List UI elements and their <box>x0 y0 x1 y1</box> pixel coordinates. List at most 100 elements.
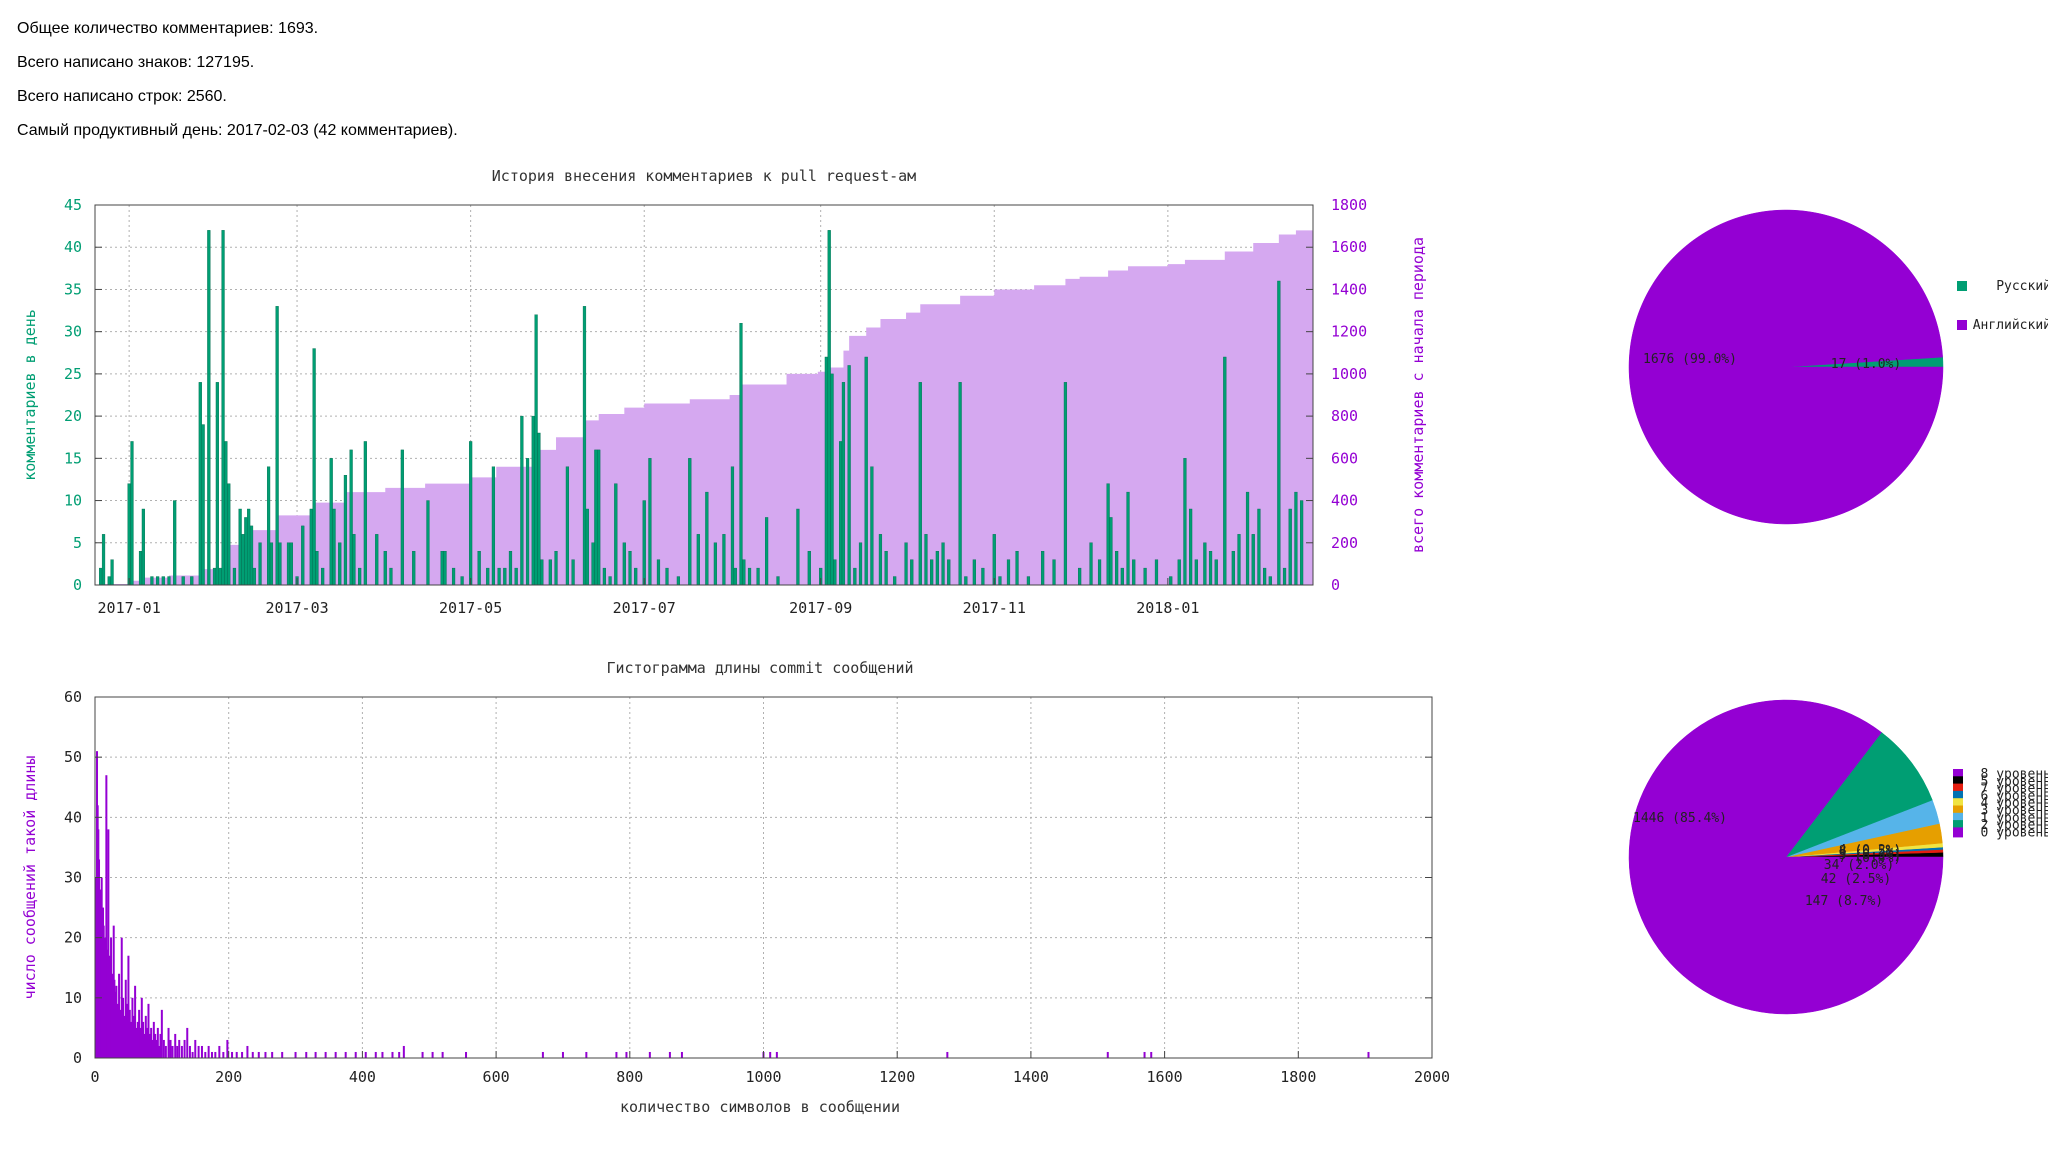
hist-bar <box>305 1051 308 1058</box>
hist-bar <box>122 997 125 1058</box>
daily-bar <box>440 551 444 586</box>
hist-bar <box>116 1003 119 1058</box>
hist-bar <box>154 1033 157 1058</box>
chart1-xtick-label: 2017-07 <box>613 599 676 617</box>
chart2-xlabel: количество символов в сообщении <box>620 1098 900 1116</box>
daily-bar <box>1231 551 1235 586</box>
hist-bar <box>281 1051 284 1058</box>
daily-bar <box>594 449 598 586</box>
daily-bar <box>1237 534 1241 586</box>
chart1-ytick-label: 20 <box>64 407 82 425</box>
daily-bar <box>765 517 769 586</box>
pie-slice-label: 8 (0.5%) <box>1839 844 1902 859</box>
daily-bar <box>827 230 831 586</box>
daily-bar <box>742 559 746 586</box>
hist-bar <box>132 1015 135 1058</box>
daily-bar <box>167 576 171 586</box>
hist-bar <box>128 1009 131 1058</box>
hist-bar <box>183 1039 186 1058</box>
daily-bar <box>824 356 828 586</box>
legend-swatch <box>1953 776 1963 787</box>
daily-bar <box>676 576 680 586</box>
daily-bar <box>161 576 165 586</box>
hist-bar <box>680 1051 683 1058</box>
hist-bar <box>186 1027 189 1058</box>
hist-bar <box>648 1051 651 1058</box>
hist-bar <box>1367 1051 1370 1058</box>
daily-bar <box>1208 551 1213 586</box>
legend-label: 4 уровень <box>1981 796 2048 811</box>
daily-bar <box>1154 559 1159 586</box>
daily-bar <box>315 551 319 586</box>
hist-bar <box>174 1033 177 1058</box>
hist-bar <box>119 1009 122 1058</box>
chart1-xtick-label: 2017-05 <box>439 599 502 617</box>
hist-bar <box>381 1051 384 1058</box>
daily-bar <box>486 567 490 586</box>
daily-bar <box>1277 280 1281 586</box>
daily-bar <box>212 567 217 586</box>
pie-slice-label: 7 (0.4%) <box>1839 851 1902 866</box>
hist-bar <box>194 1039 197 1058</box>
chart2-xtick-label: 1400 <box>1013 1068 1049 1086</box>
chart1-ytick-label: 10 <box>64 492 82 510</box>
daily-bar <box>893 576 897 586</box>
daily-bar <box>648 458 652 586</box>
daily-bar <box>1097 559 1102 586</box>
daily-bar <box>1189 508 1193 586</box>
daily-bar <box>352 534 356 586</box>
hist-bar <box>769 1051 772 1058</box>
chart1-ytick-label: 5 <box>73 534 82 552</box>
hist-bar <box>114 991 117 1058</box>
daily-bar <box>249 525 254 586</box>
chart2-xtick-label: 1800 <box>1280 1068 1316 1086</box>
daily-bar <box>1268 576 1272 586</box>
daily-bar <box>375 534 379 586</box>
daily-bar <box>156 576 160 586</box>
pie-slice-label: 34 (2.0%) <box>1824 858 1894 873</box>
pie-slice-label: 17 (1.0%) <box>1831 357 1901 372</box>
daily-bar <box>221 230 225 586</box>
chart2-ytick-label: 0 <box>73 1049 82 1067</box>
daily-bar <box>1183 458 1187 586</box>
hist-bar <box>200 1045 203 1058</box>
daily-bar <box>1282 567 1287 586</box>
chart1-y2tick-label: 1600 <box>1331 238 1367 256</box>
daily-bar <box>884 551 888 586</box>
chart1-ylabel: комментариев в день <box>21 309 39 481</box>
daily-bar <box>99 567 103 586</box>
summary-stats: Общее количество комментариев: 1693. Все… <box>17 12 458 148</box>
daily-bar <box>477 551 481 586</box>
hist-bar <box>214 1051 217 1058</box>
hist-bar <box>585 1051 588 1058</box>
legend-swatch <box>1953 805 1963 816</box>
hist-bar <box>140 997 143 1058</box>
daily-bar <box>329 458 333 586</box>
hist-bar <box>171 1045 174 1058</box>
daily-bar <box>238 508 242 586</box>
daily-bar <box>258 542 262 586</box>
daily-bar <box>525 458 530 586</box>
hist-bar <box>107 829 110 1058</box>
chart1-ytick-label: 25 <box>64 365 82 383</box>
hist-bar <box>668 1051 671 1058</box>
pie-slice-label: 1446 (85.4%) <box>1633 811 1727 826</box>
hist-bar <box>138 1009 141 1058</box>
chart2-xtick-label: 1000 <box>745 1068 781 1086</box>
daily-bar <box>656 559 661 586</box>
daily-bar <box>1106 483 1110 586</box>
daily-bar <box>469 441 473 586</box>
hist-bar <box>314 1051 317 1058</box>
daily-bar <box>833 559 837 586</box>
daily-bar <box>1041 551 1045 586</box>
daily-bar <box>554 551 558 586</box>
hist-bar <box>218 1045 221 1058</box>
daily-bar <box>910 559 914 586</box>
daily-bar <box>141 508 145 586</box>
daily-bar <box>964 576 968 586</box>
best-day-text: Самый продуктивный день: 2017-02-03 (42 … <box>17 122 458 139</box>
daily-bar <box>1126 491 1130 586</box>
legend-label: 5 уровень <box>1981 774 2048 789</box>
daily-bar <box>1288 508 1292 586</box>
total-chars-text: Всего написано знаков: 127195. <box>17 54 255 71</box>
